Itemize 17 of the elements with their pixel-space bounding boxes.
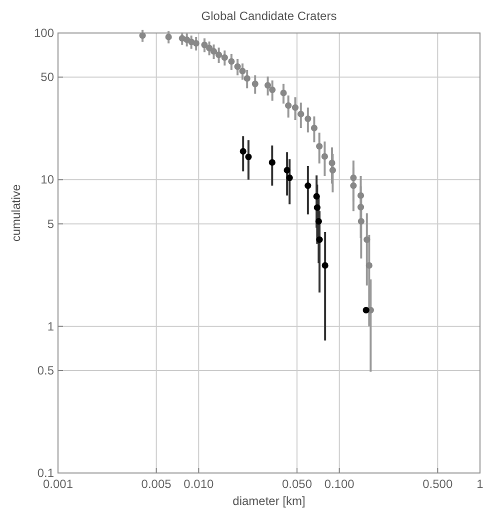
x-tick-label: 0.001 bbox=[42, 477, 74, 491]
x-tick-label: 0.050 bbox=[282, 477, 312, 491]
x-tick-label: 0.010 bbox=[184, 477, 214, 491]
y-tick-label: 50 bbox=[40, 70, 54, 84]
y-tick-label: 5 bbox=[47, 216, 54, 231]
x-tick-label: 1 bbox=[476, 477, 484, 491]
y-tick-label: 0.1 bbox=[37, 466, 54, 480]
x-tick-label: 0.005 bbox=[141, 477, 172, 491]
x-tick-label: 0.500 bbox=[422, 477, 453, 491]
y-tick-label: 100 bbox=[34, 26, 54, 40]
chart-title: Global Candidate Craters bbox=[201, 9, 337, 23]
x-axis-title: diameter [km] bbox=[232, 494, 306, 508]
y-tick-label: 1 bbox=[47, 319, 54, 334]
y-tick-label: 10 bbox=[40, 172, 54, 187]
y-tick-label: 0.5 bbox=[37, 363, 54, 378]
y-axis-title: cumulative bbox=[9, 184, 23, 242]
x-tick-label: 0.100 bbox=[324, 477, 355, 491]
